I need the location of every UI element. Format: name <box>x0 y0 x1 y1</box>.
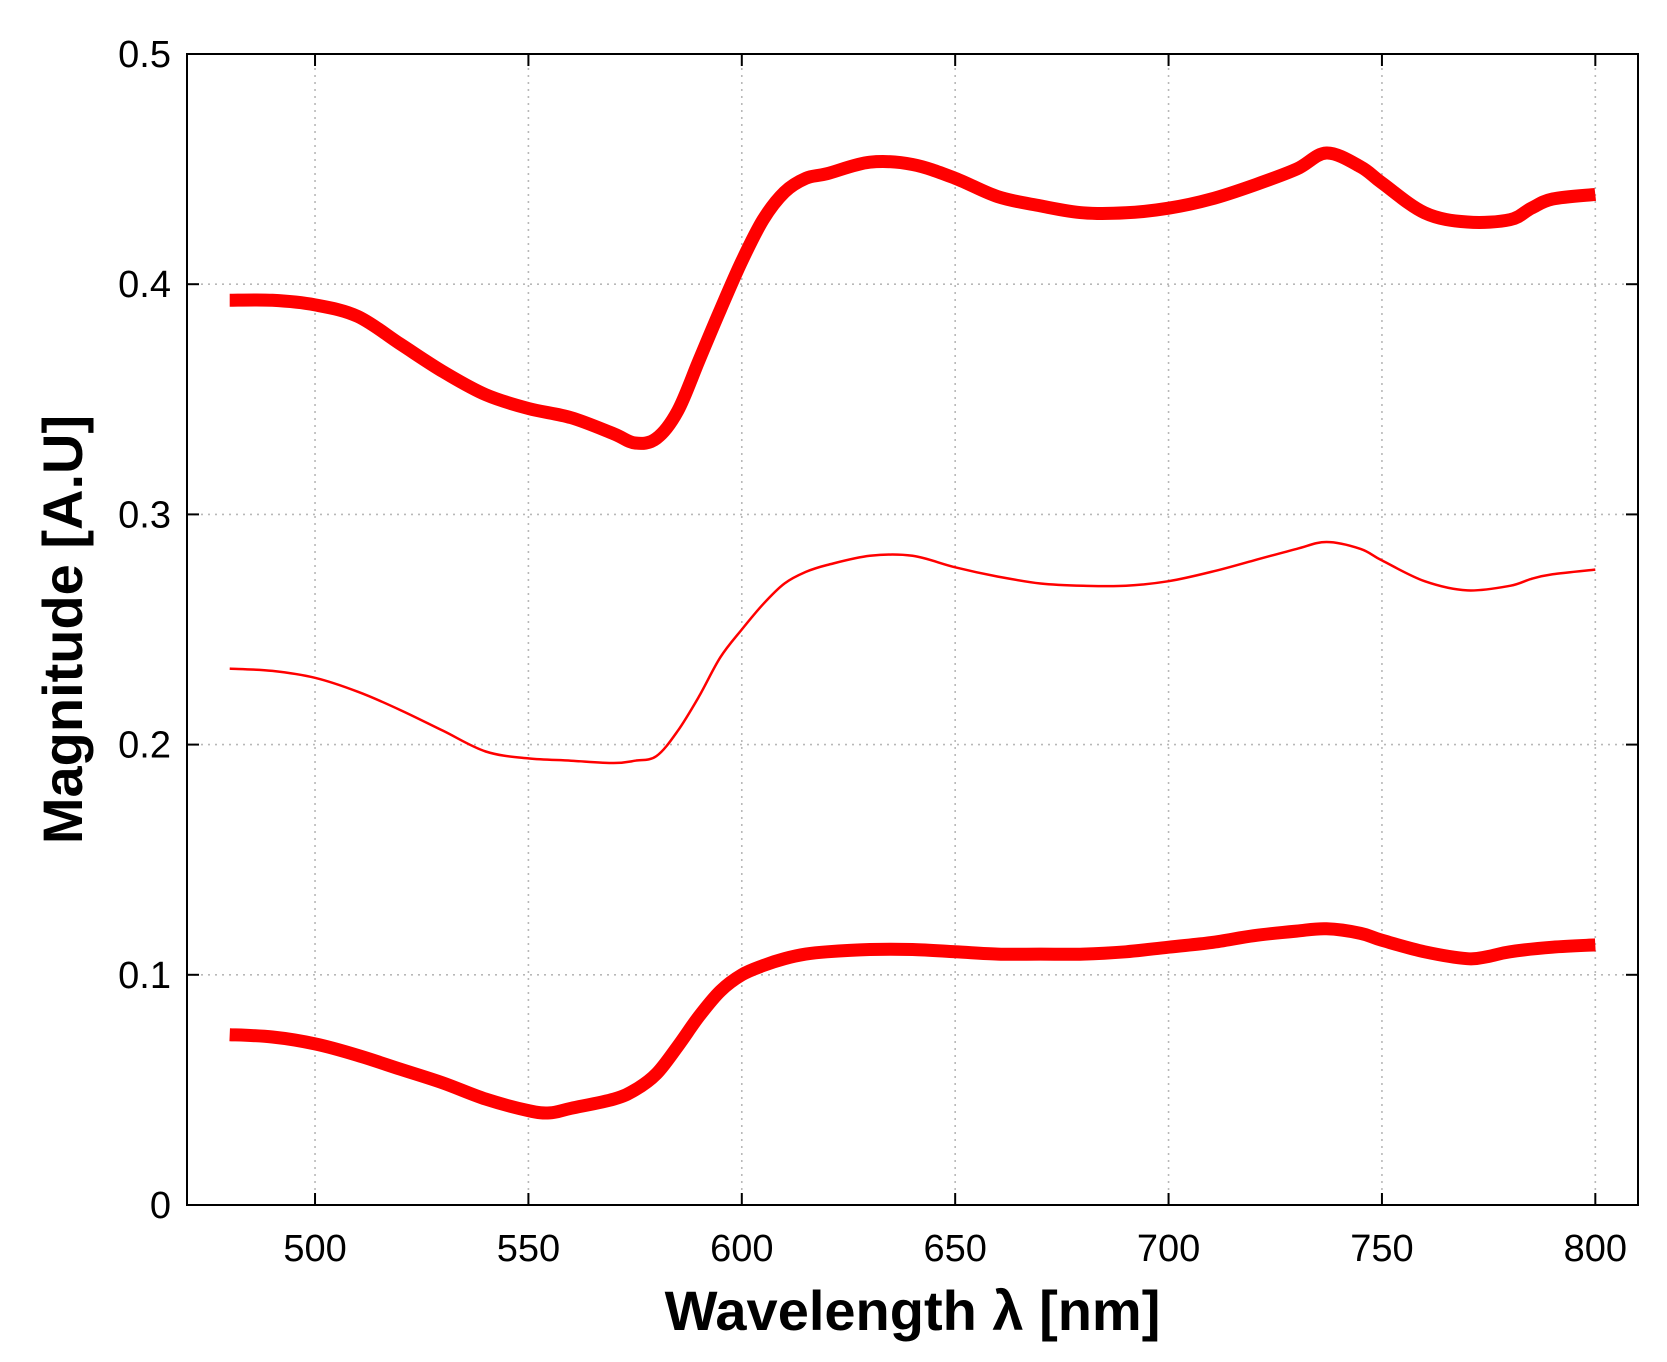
y-tick-label: 0 <box>150 1185 171 1227</box>
y-tick-label: 0.5 <box>118 34 171 76</box>
x-tick-label: 500 <box>283 1228 346 1270</box>
x-axis-title: Wavelength λ [nm] <box>665 1279 1161 1342</box>
y-axis-title: Magnitude [A.U] <box>31 415 94 844</box>
x-tick-labels: 500 550 600 650 700 750 800 <box>283 1228 1627 1270</box>
series-line-lower <box>229 922 1596 1120</box>
series-line-middle <box>229 540 1596 765</box>
x-tick-label: 550 <box>497 1228 560 1270</box>
series-line-upper <box>229 146 1597 450</box>
x-tick-label: 650 <box>923 1228 986 1270</box>
y-tick-label: 0.2 <box>118 725 171 767</box>
axis-ticks <box>187 53 1638 1206</box>
series-lines <box>229 146 1597 1120</box>
x-tick-label: 800 <box>1564 1228 1627 1270</box>
plot-frame <box>186 53 1639 1206</box>
y-tick-label: 0.1 <box>118 955 171 997</box>
x-tick-label: 600 <box>710 1228 773 1270</box>
y-tick-labels: 0 0.1 0.2 0.3 0.4 0.5 <box>118 34 171 1227</box>
x-tick-label: 700 <box>1137 1228 1200 1270</box>
x-tick-label: 750 <box>1350 1228 1413 1270</box>
y-tick-label: 0.3 <box>118 494 171 536</box>
y-tick-label: 0.4 <box>118 264 171 306</box>
